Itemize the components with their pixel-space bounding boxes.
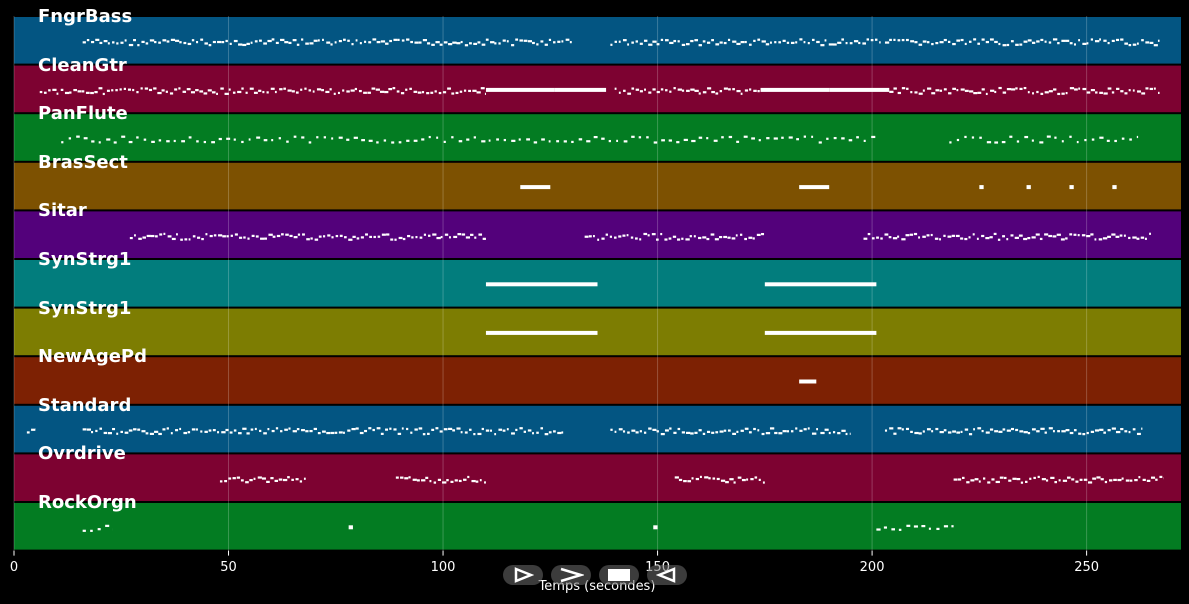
track-label: Ovrdrive [38,443,126,465]
note-segment [799,185,830,190]
note-segment [82,524,113,532]
note-segment [129,232,486,241]
note-segment [39,87,486,96]
note-segment [949,135,1139,144]
note-segment [395,475,486,484]
track-label: BrasSect [38,151,128,173]
track-band [14,17,1181,64]
track-label: SynStrg1 [38,297,132,319]
note-segment [82,38,572,47]
x-tick-label: 100 [430,560,456,575]
rewind-icon [656,567,676,583]
track-band [14,454,1181,501]
note-segment [610,427,851,436]
stop-icon [608,569,630,581]
note-segment [520,185,551,190]
note-segment [884,427,1143,436]
note-segment [863,232,1151,241]
stop-button[interactable] [599,565,639,585]
track-label: NewAgePd [38,346,148,368]
track-label: CleanGtr [38,54,127,76]
note-segment [219,476,306,484]
note-segment [799,379,817,384]
x-tick-label: 0 [9,560,19,575]
play-button[interactable] [503,565,543,585]
x-tick-label: 50 [220,560,237,575]
note-segment [1112,185,1117,190]
note-segment [876,524,954,531]
forward-icon [560,567,584,583]
x-tick-label: 250 [1074,560,1100,575]
track-band [14,162,1181,210]
note-segment [884,38,1160,47]
note-segment [348,525,353,530]
note-segment [674,475,765,484]
track-label: SynStrg1 [38,249,132,270]
forward-button[interactable] [551,565,591,585]
x-tick-label: 200 [859,560,885,575]
note-segment [610,38,881,47]
note-segment [584,232,765,241]
note-segment [764,330,877,335]
track-label: Sitar [38,200,87,222]
note-segment [554,87,607,92]
note-segment [760,87,830,92]
track-label: Standard [38,394,132,416]
note-segment [1069,185,1074,190]
note-segment [979,185,984,190]
track-label: PanFlute [38,103,128,125]
note-segment [829,87,890,92]
note-segment [485,282,598,287]
note-segment [485,87,555,92]
track-band [14,357,1181,404]
track-band [14,405,1181,453]
note-segment [61,135,876,144]
track-band [14,211,1181,258]
note-segment [1026,185,1031,190]
rewind-button[interactable] [647,565,687,585]
note-segment [889,86,1160,96]
note-segment [953,475,1164,484]
note-segment [653,525,658,530]
note-segment [26,428,36,434]
note-segment [485,330,598,335]
play-outline-icon [514,567,534,583]
track-label: RockOrgn [38,492,137,513]
note-segment [764,282,877,287]
track-label: FngrBass [38,6,133,27]
track-band [14,503,1181,550]
note-segment [614,87,760,95]
note-segment [82,427,564,436]
